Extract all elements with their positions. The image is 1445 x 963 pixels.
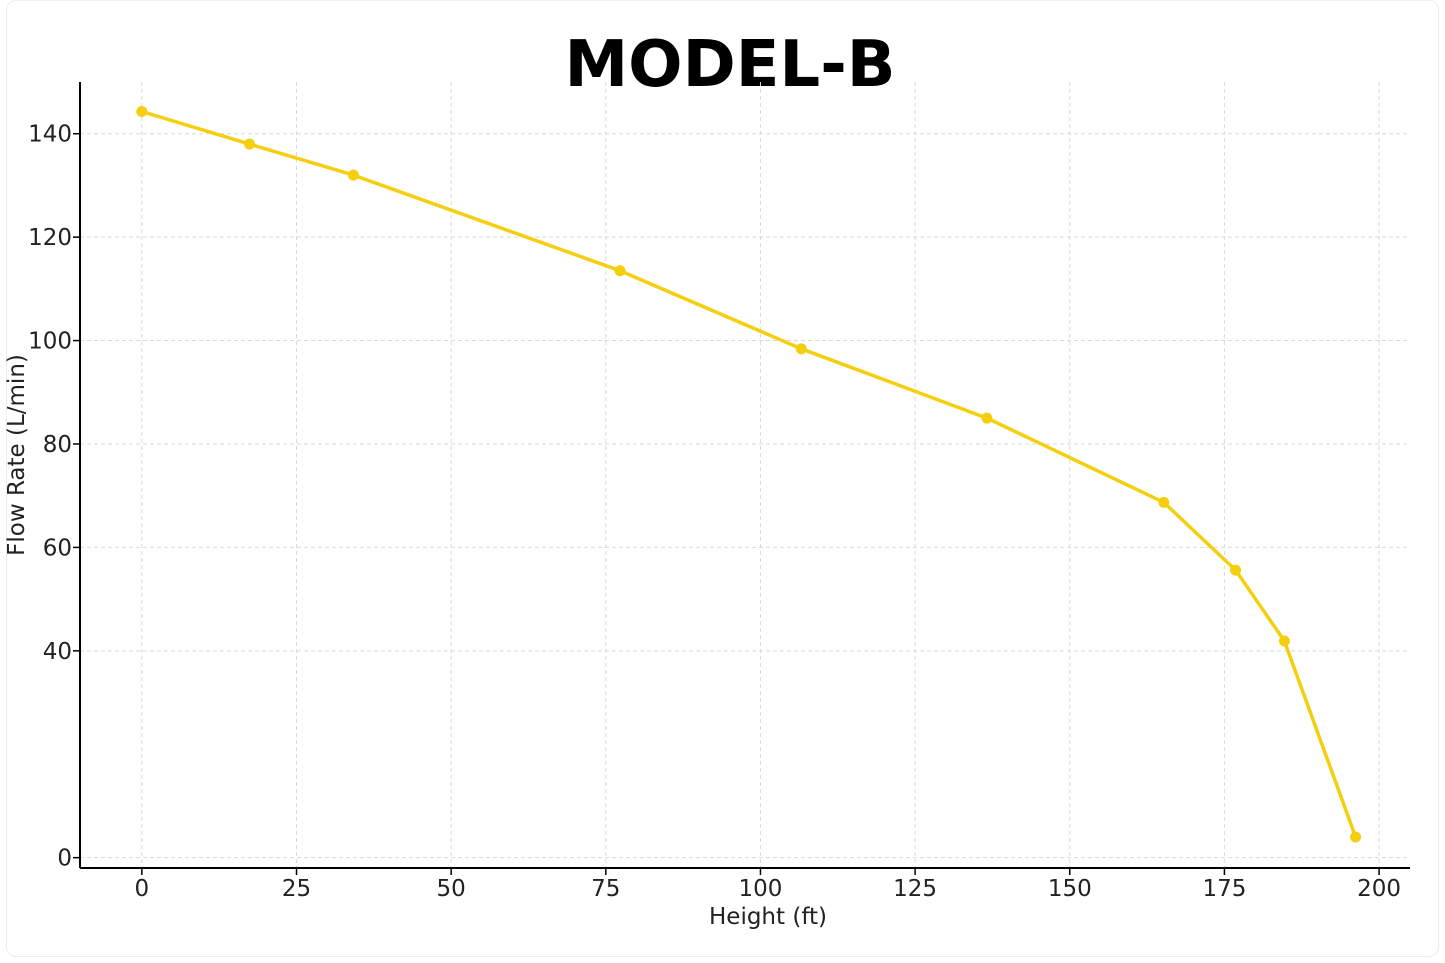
x-tick-label: 200	[1357, 876, 1401, 902]
y-tick-label: 140	[28, 122, 72, 148]
data-point	[795, 343, 807, 355]
data-points	[136, 105, 1362, 843]
data-point	[1278, 635, 1290, 647]
x-tick-label: 175	[1202, 876, 1246, 902]
y-tick-label: 0	[57, 846, 72, 872]
data-point	[136, 105, 148, 117]
axes	[79, 82, 1410, 869]
x-tick-label: 25	[282, 876, 311, 902]
x-tick-label: 100	[739, 876, 783, 902]
y-tick-label: 40	[43, 639, 72, 665]
series	[136, 105, 1362, 843]
x-tick-label: 75	[591, 876, 620, 902]
data-point	[243, 138, 255, 150]
x-ticks: 0 25 50 75 100 125 150 175 200	[135, 868, 1401, 902]
y-tick-label: 80	[43, 432, 72, 458]
chart-frame	[6, 0, 1439, 957]
x-axis-label: Height (ft)	[709, 904, 827, 930]
y-tick-label: 120	[28, 225, 72, 251]
y-axis-label: Flow Rate (L/min)	[4, 354, 30, 556]
grid	[80, 82, 1410, 868]
y-ticks: 0 40 60 80 100 120 140	[28, 122, 80, 872]
x-tick-label: 125	[893, 876, 937, 902]
data-point	[1230, 564, 1242, 576]
x-tick-label: 0	[135, 876, 150, 902]
data-point	[1158, 496, 1170, 508]
data-point	[347, 169, 359, 181]
x-tick-label: 150	[1048, 876, 1092, 902]
data-point	[614, 265, 626, 277]
y-tick-label: 60	[43, 535, 72, 561]
x-tick-label: 50	[437, 876, 466, 902]
y-tick-label: 100	[28, 329, 72, 355]
chart-title: MODEL-B	[564, 28, 895, 102]
data-point	[1350, 831, 1362, 843]
data-point	[981, 412, 993, 424]
series-line	[140, 109, 1358, 839]
